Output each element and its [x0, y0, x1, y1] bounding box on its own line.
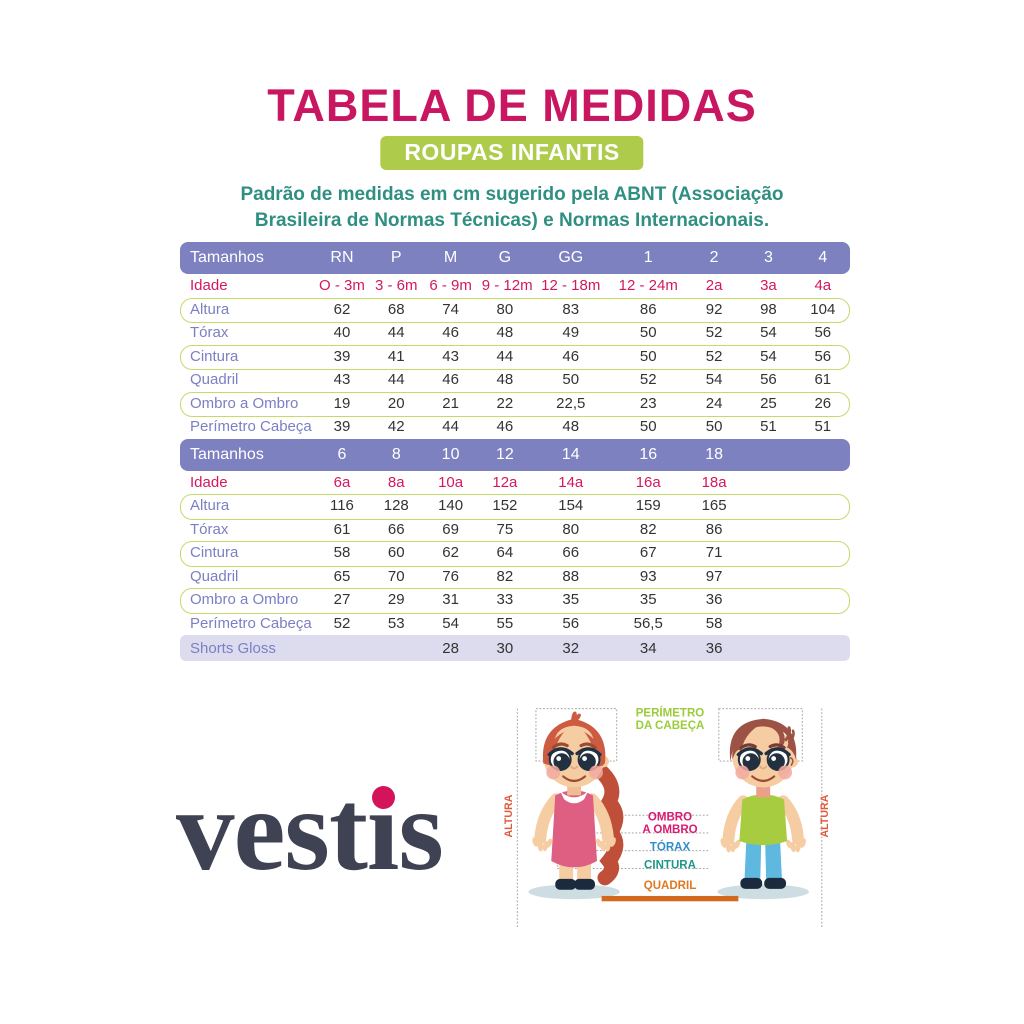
- svg-text:PERÍMETRO: PERÍMETRO: [636, 707, 705, 720]
- svg-text:TÓRAX: TÓRAX: [650, 841, 691, 854]
- svg-text:CINTURA: CINTURA: [644, 859, 697, 871]
- svg-text:ALTURA: ALTURA: [819, 794, 831, 837]
- svg-text:QUADRIL: QUADRIL: [644, 880, 697, 892]
- svg-text:ALTURA: ALTURA: [503, 794, 515, 837]
- svg-text:DA CABEÇA: DA CABEÇA: [636, 720, 705, 732]
- svg-text:A OMBRO: A OMBRO: [642, 824, 697, 836]
- svg-text:OMBRO: OMBRO: [648, 811, 692, 823]
